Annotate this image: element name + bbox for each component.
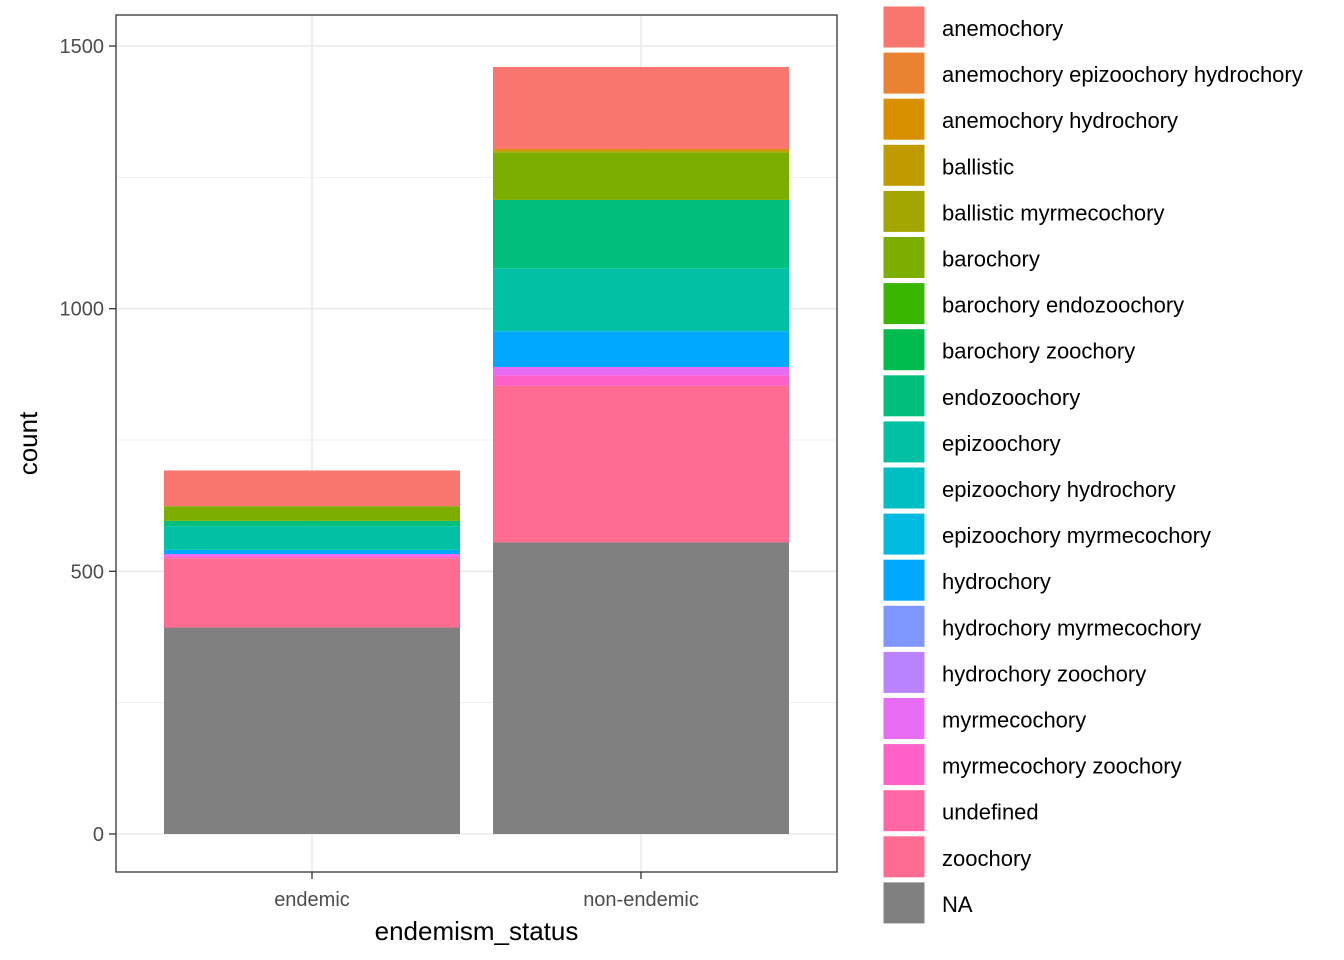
legend-label: NA	[942, 892, 973, 917]
legend-label: anemochory	[942, 16, 1063, 41]
bar-segment-non-endemic-ballistic	[493, 150, 789, 152]
bar-segment-non-endemic-myrmecochory-zoochory	[493, 375, 789, 386]
bar-segment-non-endemic-myrmecochory	[493, 366, 789, 376]
bar-segment-non-endemic-NA	[493, 542, 789, 834]
legend-key-endozoochory	[882, 374, 926, 418]
legend-label: myrmecochory zoochory	[942, 754, 1182, 779]
bar-segment-endemic-myrmecochory	[164, 553, 460, 557]
bar-segment-endemic-anemochory	[164, 470, 460, 507]
bar-segment-endemic-NA	[164, 627, 460, 834]
axes-layer: 0 500 1000 1500 endemic non-endemic	[60, 36, 699, 911]
legend-key-zoochory	[882, 835, 926, 879]
legend-label: anemochory epizoochory hydrochory	[942, 62, 1303, 87]
bar-segment-non-endemic-epizoochory	[493, 268, 789, 332]
bar-segment-endemic-epizoochory	[164, 526, 460, 550]
legend-key-ballistic-myrmecochory	[882, 189, 926, 233]
legend-key-anemochory-hydrochory	[882, 97, 926, 141]
bar-segment-endemic-myrmecochory-zoochory	[164, 556, 460, 559]
legend-key-anemochory-epizoochory-hydrochory	[882, 51, 926, 95]
bar-segment-non-endemic-anemochory	[493, 67, 789, 149]
legend-key-myrmecochory-zoochory	[882, 743, 926, 787]
y-axis-title: count	[13, 411, 43, 475]
y-tick-label: 1500	[60, 36, 105, 58]
legend-label: hydrochory myrmecochory	[942, 615, 1201, 640]
legend-key-NA	[882, 881, 926, 925]
legend-key-hydrochory-zoochory	[882, 650, 926, 694]
legend-key-epizoochory-hydrochory	[882, 466, 926, 510]
legend-label: myrmecochory	[942, 708, 1086, 733]
legend-key-barochory	[882, 236, 926, 279]
legend-label: hydrochory zoochory	[942, 661, 1146, 686]
legend-label: ballistic	[942, 154, 1014, 179]
legend-key-ballistic	[882, 143, 926, 187]
x-tick-label: non-endemic	[583, 889, 699, 911]
legend-label: epizoochory myrmecochory	[942, 523, 1211, 548]
panel-border	[115, 14, 838, 873]
legend-label: barochory	[942, 247, 1040, 272]
legend-key-barochory-endozoochory	[882, 282, 926, 326]
bar-segment-non-endemic-barochory	[493, 152, 789, 200]
bar-segment-endemic-barochory	[164, 506, 460, 521]
bar-segment-non-endemic-anemochory-epizoochory-hydrochory	[493, 148, 789, 150]
legend-key-undefined	[882, 789, 926, 833]
legend-key-epizoochory	[882, 420, 926, 464]
y-tick-label: 500	[71, 561, 104, 583]
legend-key-myrmecochory	[882, 697, 926, 740]
legend-key-barochory-zoochory	[882, 328, 926, 372]
legend-label: undefined	[942, 800, 1039, 825]
x-tick-label: endemic	[274, 889, 350, 911]
legend-label: zoochory	[942, 846, 1031, 871]
bar-segment-endemic-hydrochory	[164, 549, 460, 554]
bar-segment-non-endemic-ballistic-myrmecochory	[493, 151, 789, 153]
bar-segment-endemic-zoochory	[164, 558, 460, 628]
bar-segment-non-endemic-hydrochory	[493, 331, 789, 367]
legend-key-hydrochory	[882, 558, 926, 602]
legend: anemochory anemochory epizoochory hydroch…	[882, 5, 1303, 925]
legend-label: ballistic myrmecochory	[942, 200, 1165, 225]
x-axis-title: endemism_status	[375, 916, 579, 946]
legend-label: epizoochory hydrochory	[942, 477, 1176, 502]
legend-label: hydrochory	[942, 569, 1051, 594]
legend-label: barochory zoochory	[942, 339, 1135, 364]
legend-label: anemochory hydrochory	[942, 108, 1178, 133]
legend-label: epizoochory	[942, 431, 1061, 456]
bar-segment-non-endemic-zoochory	[493, 385, 789, 543]
legend-label: barochory endozoochory	[942, 293, 1184, 318]
bar-segment-non-endemic-anemochory-hydrochory	[493, 149, 789, 151]
y-tick-label: 1000	[60, 299, 105, 321]
bars-layer	[164, 67, 789, 834]
bar-segment-endemic-endozoochory	[164, 520, 460, 527]
bar-segment-non-endemic-endozoochory	[493, 199, 789, 269]
y-tick-label: 0	[93, 824, 104, 846]
legend-label: endozoochory	[942, 385, 1080, 410]
legend-key-anemochory	[882, 5, 926, 49]
legend-key-epizoochory-myrmecochory	[882, 512, 926, 556]
legend-key-hydrochory-myrmecochory	[882, 604, 926, 648]
